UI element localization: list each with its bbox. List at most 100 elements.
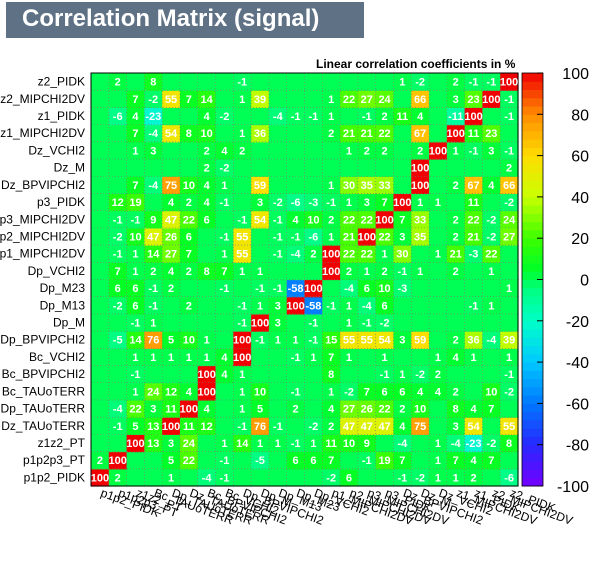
matrix-cell xyxy=(251,124,270,143)
matrix-cell xyxy=(482,468,501,487)
matrix-cell xyxy=(91,434,110,453)
matrix-cell xyxy=(233,141,252,160)
matrix-cell xyxy=(108,245,128,263)
y-tick-label: z1_MIPCHI2DV xyxy=(0,126,85,140)
matrix-cell xyxy=(482,348,501,367)
cell-value-label: 47 xyxy=(343,421,355,433)
matrix-cell xyxy=(304,193,323,212)
cell-value-label: 4 xyxy=(453,352,460,364)
matrix-cell xyxy=(179,90,199,109)
cell-value-label: 35 xyxy=(414,231,426,243)
cell-value-label: 2 xyxy=(399,404,405,416)
cell-value-label: 2 xyxy=(204,145,210,157)
cell-value-label: -1 xyxy=(220,197,230,209)
matrix-cell xyxy=(500,124,519,143)
cell-value-label: 2 xyxy=(382,266,388,278)
matrix-cell xyxy=(162,159,181,177)
cell-value-label: 47 xyxy=(165,214,177,226)
matrix-cell xyxy=(108,365,128,384)
cell-value-label: -2 xyxy=(504,197,514,209)
matrix-cell xyxy=(251,141,270,160)
cell-value-label: 21 xyxy=(467,231,479,243)
matrix-cell xyxy=(411,365,430,384)
cell-value-label: 1 xyxy=(239,404,245,416)
cell-value-label: -3 xyxy=(309,197,319,209)
matrix-cell xyxy=(144,107,163,126)
cell-value-label: 3 xyxy=(257,197,263,209)
matrix-value-labels: 100 2 1 -4 -1 -2 6 -1 -2 1 1 2 -62 100 5 22 -1 -5 6 6 7 -1 19 7… xyxy=(91,77,519,485)
cell-value-label: -4 xyxy=(291,249,302,261)
cell-value-label: 22 xyxy=(378,128,390,140)
matrix-cell xyxy=(144,434,163,453)
matrix-cell xyxy=(482,331,501,349)
matrix-cell xyxy=(126,124,145,143)
cell-value-label: -1 xyxy=(131,369,141,381)
matrix-cell xyxy=(393,210,412,229)
matrix-cell xyxy=(126,193,145,212)
matrix-cell xyxy=(162,382,181,401)
matrix-cell xyxy=(286,193,306,212)
matrix-cell xyxy=(286,296,306,315)
cell-value-label: 1 xyxy=(239,369,245,381)
matrix-cell xyxy=(126,159,145,177)
cell-value-label: -4 xyxy=(148,128,159,140)
cell-value-label: 4 xyxy=(132,111,139,123)
cell-value-label: 8 xyxy=(328,369,334,381)
matrix-cell xyxy=(411,279,430,298)
cell-value-label: -1 xyxy=(237,77,247,89)
matrix-cell xyxy=(375,210,395,229)
matrix-cell xyxy=(251,279,270,298)
matrix-cell xyxy=(304,313,323,332)
cell-value-label: 1 xyxy=(168,472,174,484)
matrix-cell xyxy=(322,399,341,418)
cell-value-label: 4 xyxy=(417,386,424,398)
matrix-cell xyxy=(286,331,306,349)
matrix-cell xyxy=(233,193,252,212)
matrix-cell xyxy=(357,107,377,126)
cell-value-label: 7 xyxy=(186,249,192,261)
cell-value-label: 26 xyxy=(361,404,373,416)
matrix-cell xyxy=(482,296,501,315)
cell-value-label: 100 xyxy=(233,352,251,364)
colorbar-segment xyxy=(522,229,543,239)
matrix-cell xyxy=(162,245,181,263)
cell-value-label: -1 xyxy=(148,283,158,295)
matrix-cell xyxy=(429,193,448,212)
matrix-cell xyxy=(411,193,430,212)
cell-value-label: 59 xyxy=(254,180,266,192)
matrix-cell xyxy=(500,434,519,453)
matrix-cell xyxy=(215,296,234,315)
matrix-cell xyxy=(357,296,377,315)
matrix-cell xyxy=(179,245,199,263)
matrix-cell xyxy=(286,245,306,263)
matrix-cell xyxy=(126,451,145,470)
matrix-cell xyxy=(340,176,359,195)
matrix-cell xyxy=(251,331,270,349)
cell-value-label: -1 xyxy=(255,335,265,347)
cell-value-label: -2 xyxy=(113,231,123,243)
matrix-cell xyxy=(446,417,466,435)
cell-value-label: 1 xyxy=(328,231,334,243)
matrix-cell xyxy=(286,279,306,298)
matrix-cell xyxy=(144,262,163,281)
cell-value-label: -1 xyxy=(113,214,123,226)
cell-value-label: 1 xyxy=(346,318,352,330)
cell-value-label: 24 xyxy=(378,94,391,106)
matrix-cell xyxy=(357,451,377,470)
cell-value-label: 100 xyxy=(197,369,215,381)
matrix-cell xyxy=(464,399,484,418)
cell-value-label: 3 xyxy=(150,145,156,157)
matrix-cell xyxy=(126,296,145,315)
matrix-cell xyxy=(144,210,163,229)
cell-value-label: 21 xyxy=(450,249,462,261)
matrix-cell xyxy=(233,90,252,109)
matrix-cell xyxy=(411,107,430,126)
y-tick-label: Bc_TAUoTERR xyxy=(2,384,85,398)
matrix-cell xyxy=(126,141,145,160)
cell-value-label: 1 xyxy=(435,438,441,450)
matrix-cell xyxy=(446,245,466,263)
cell-value-label: 22 xyxy=(378,231,390,243)
cell-value-label: 100 xyxy=(286,300,304,312)
cell-value-label: 1 xyxy=(310,438,316,450)
matrix-cell xyxy=(197,210,217,229)
